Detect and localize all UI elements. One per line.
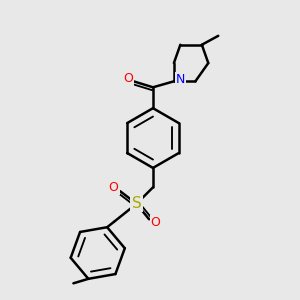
Text: O: O xyxy=(109,181,118,194)
Text: O: O xyxy=(151,216,160,230)
Text: N: N xyxy=(176,73,185,86)
Text: O: O xyxy=(123,72,133,86)
Text: S: S xyxy=(132,196,141,211)
